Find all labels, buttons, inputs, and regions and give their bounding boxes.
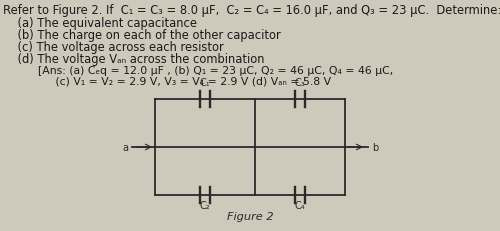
Text: (d) The voltage Vₐₙ across the combination: (d) The voltage Vₐₙ across the combinati… — [3, 53, 264, 66]
Text: C₁: C₁ — [200, 78, 210, 88]
Text: C₃: C₃ — [294, 78, 306, 88]
Text: (c) V₁ = V₂ = 2.9 V, V₃ = V₄ = 2.9 V (d) Vₐₙ = 5.8 V: (c) V₁ = V₂ = 2.9 V, V₃ = V₄ = 2.9 V (d)… — [3, 77, 331, 87]
Text: a: a — [122, 142, 128, 152]
Text: C₂: C₂ — [200, 200, 210, 210]
Text: (b) The charge on each of the other capacitor: (b) The charge on each of the other capa… — [3, 29, 281, 42]
Text: (a) The equivalent capacitance: (a) The equivalent capacitance — [3, 17, 197, 30]
Text: C₄: C₄ — [294, 200, 306, 210]
Text: Figure 2: Figure 2 — [226, 211, 274, 221]
Text: Refer to Figure 2. If  C₁ = C₃ = 8.0 μF,  C₂ = C₄ = 16.0 μF, and Q₃ = 23 μC.  De: Refer to Figure 2. If C₁ = C₃ = 8.0 μF, … — [3, 4, 500, 17]
Text: b: b — [372, 142, 378, 152]
Text: (c) The voltage across each resistor: (c) The voltage across each resistor — [3, 41, 224, 54]
Text: [Ans: (a) Cₑq = 12.0 μF , (b) Q₁ = 23 μC, Q₂ = 46 μC, Q₄ = 46 μC,: [Ans: (a) Cₑq = 12.0 μF , (b) Q₁ = 23 μC… — [3, 66, 393, 76]
